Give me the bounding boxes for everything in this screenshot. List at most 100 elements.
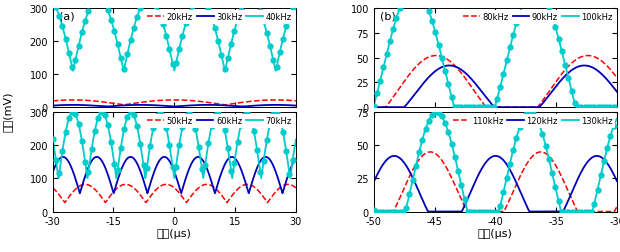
120kHz xyxy=(412,183,420,186)
70kHz xyxy=(261,150,268,153)
120kHz xyxy=(474,175,481,178)
80kHz xyxy=(397,84,405,87)
Line: 40kHz: 40kHz xyxy=(53,0,296,72)
110kHz xyxy=(427,151,434,154)
120kHz xyxy=(613,180,620,183)
70kHz xyxy=(91,130,99,133)
40kHz xyxy=(49,1,56,4)
60kHz xyxy=(143,187,150,191)
40kHz xyxy=(77,37,84,40)
110kHz xyxy=(412,163,420,166)
50kHz xyxy=(261,198,268,201)
Legend: 110kHz, 120kHz, 130kHz: 110kHz, 120kHz, 130kHz xyxy=(450,114,615,128)
90kHz xyxy=(412,92,420,95)
80kHz xyxy=(370,106,378,109)
120kHz xyxy=(609,170,616,173)
120kHz xyxy=(463,199,471,202)
100kHz xyxy=(397,3,405,6)
100kHz xyxy=(582,106,590,109)
40kHz xyxy=(153,6,161,9)
30kHz xyxy=(143,104,150,107)
90kHz xyxy=(463,74,471,77)
60kHz xyxy=(262,156,269,159)
30kHz xyxy=(238,106,246,109)
50kHz xyxy=(49,186,56,190)
130kHz xyxy=(412,164,420,167)
Line: 130kHz: 130kHz xyxy=(374,113,617,212)
70kHz xyxy=(286,177,294,180)
Legend: 50kHz, 60kHz, 70kHz: 50kHz, 60kHz, 70kHz xyxy=(144,114,294,128)
130kHz xyxy=(582,210,590,213)
100kHz xyxy=(463,106,471,109)
80kHz xyxy=(582,55,590,58)
30kHz xyxy=(288,104,295,107)
100kHz xyxy=(451,106,458,109)
X-axis label: 时间(μs): 时间(μs) xyxy=(478,228,513,238)
20kHz xyxy=(262,99,269,102)
80kHz xyxy=(463,80,471,83)
130kHz xyxy=(370,209,378,212)
30kHz xyxy=(262,104,269,107)
100kHz xyxy=(370,105,378,108)
30kHz xyxy=(91,105,99,108)
80kHz xyxy=(474,95,481,98)
80kHz xyxy=(613,77,620,80)
40kHz xyxy=(91,0,99,2)
130kHz xyxy=(463,208,471,211)
70kHz xyxy=(288,169,295,172)
90kHz xyxy=(608,85,616,88)
Text: 电压(mV): 电压(mV) xyxy=(2,91,12,131)
120kHz xyxy=(424,210,432,213)
130kHz xyxy=(474,210,481,213)
70kHz xyxy=(77,132,84,135)
Line: 30kHz: 30kHz xyxy=(53,106,296,107)
130kHz xyxy=(609,129,616,132)
Text: (a): (a) xyxy=(59,12,74,22)
Line: 60kHz: 60kHz xyxy=(53,157,296,194)
20kHz xyxy=(91,100,99,103)
40kHz xyxy=(292,1,299,4)
20kHz xyxy=(49,100,56,103)
30kHz xyxy=(49,105,56,108)
120kHz xyxy=(593,155,601,158)
70kHz xyxy=(153,115,160,118)
20kHz xyxy=(120,104,127,107)
Line: 120kHz: 120kHz xyxy=(374,156,617,212)
110kHz xyxy=(370,210,378,213)
110kHz xyxy=(397,193,405,196)
Line: 80kHz: 80kHz xyxy=(374,56,617,108)
50kHz xyxy=(91,188,99,191)
40kHz xyxy=(143,0,150,2)
80kHz xyxy=(412,66,420,69)
70kHz xyxy=(292,138,299,141)
60kHz xyxy=(49,171,56,174)
50kHz xyxy=(288,184,295,187)
60kHz xyxy=(91,156,99,159)
90kHz xyxy=(446,65,453,68)
Line: 70kHz: 70kHz xyxy=(53,113,296,178)
110kHz xyxy=(463,210,471,213)
30kHz xyxy=(137,104,144,107)
110kHz xyxy=(613,205,620,208)
Legend: 80kHz, 90kHz, 100kHz: 80kHz, 90kHz, 100kHz xyxy=(461,11,615,24)
110kHz xyxy=(582,210,590,213)
130kHz xyxy=(526,111,534,114)
Line: 110kHz: 110kHz xyxy=(374,152,617,212)
100kHz xyxy=(609,106,616,109)
50kHz xyxy=(153,188,160,191)
60kHz xyxy=(288,166,295,169)
20kHz xyxy=(153,100,161,103)
20kHz xyxy=(143,101,150,104)
40kHz xyxy=(262,26,269,29)
60kHz xyxy=(261,156,268,159)
120kHz xyxy=(370,181,378,184)
80kHz xyxy=(608,71,616,74)
40kHz xyxy=(145,0,153,1)
120kHz xyxy=(397,159,405,162)
20kHz xyxy=(77,99,84,102)
Line: 100kHz: 100kHz xyxy=(374,0,617,108)
80kHz xyxy=(432,55,440,58)
40kHz xyxy=(69,70,77,73)
90kHz xyxy=(613,91,620,94)
60kHz xyxy=(77,190,84,193)
